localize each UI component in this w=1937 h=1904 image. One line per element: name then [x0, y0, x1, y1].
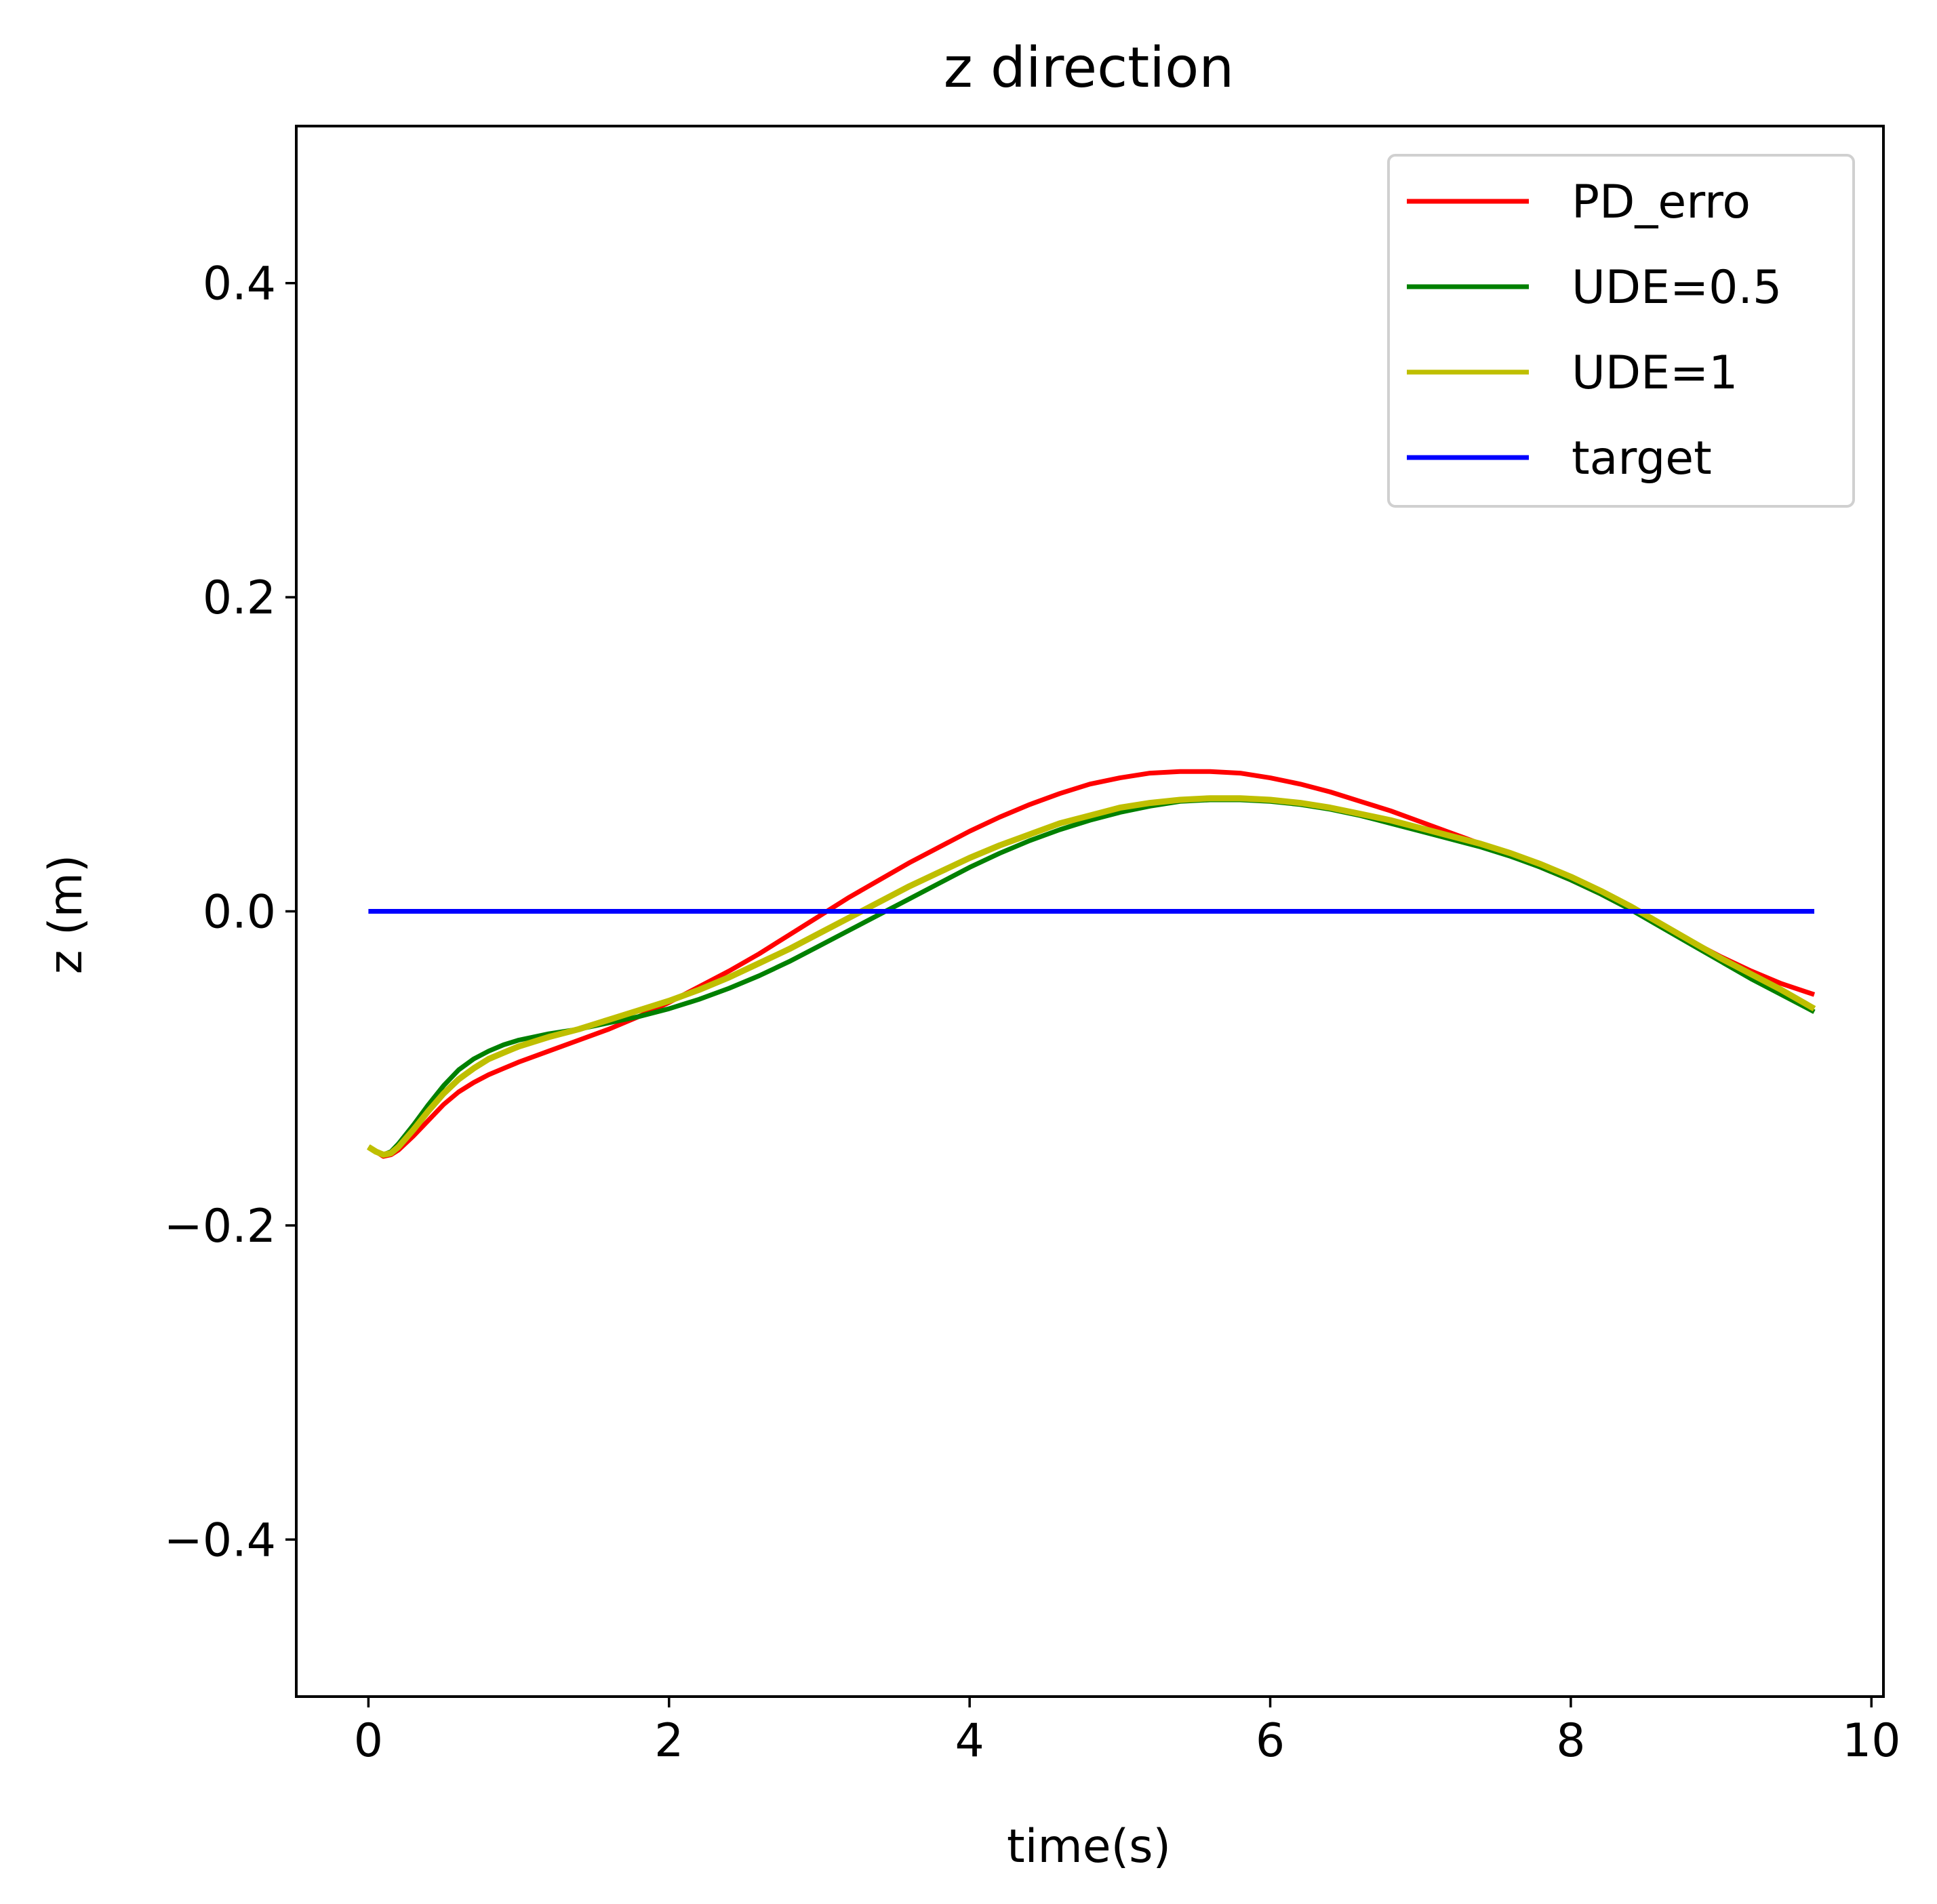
- x-axis: 0 2 4 6 8 10: [354, 1697, 1901, 1768]
- x-tick-label: 8: [1556, 1714, 1585, 1768]
- chart-title: z direction: [944, 36, 1234, 100]
- series-line-2: [367, 795, 1816, 1158]
- legend-label-1: UDE=0.5: [1572, 261, 1782, 315]
- y-axis-label: z (m): [39, 855, 93, 975]
- x-tick-label: 10: [1842, 1714, 1901, 1768]
- x-tick-label: 4: [955, 1714, 984, 1768]
- legend-label-2: UDE=1: [1572, 346, 1738, 400]
- y-tick-label: 0.2: [203, 571, 276, 625]
- y-tick-label: −0.4: [164, 1514, 276, 1567]
- y-tick-label: 0.4: [203, 258, 276, 311]
- legend-label-3: target: [1572, 432, 1712, 485]
- y-tick-label: −0.2: [164, 1200, 276, 1253]
- x-axis-label: time(s): [1007, 1820, 1171, 1873]
- series-layer: [367, 769, 1816, 1159]
- legend-box: [1387, 154, 1855, 508]
- legend: PD_erro UDE=0.5 UDE=1 target: [1387, 154, 1855, 508]
- y-tick-label: 0.0: [203, 886, 276, 939]
- x-tick-label: 0: [354, 1714, 383, 1768]
- x-tick-label: 6: [1256, 1714, 1285, 1768]
- x-tick-label: 2: [654, 1714, 683, 1768]
- legend-label-0: PD_erro: [1572, 176, 1751, 229]
- y-axis: −0.4 −0.2 0.0 0.2 0.4: [164, 258, 296, 1567]
